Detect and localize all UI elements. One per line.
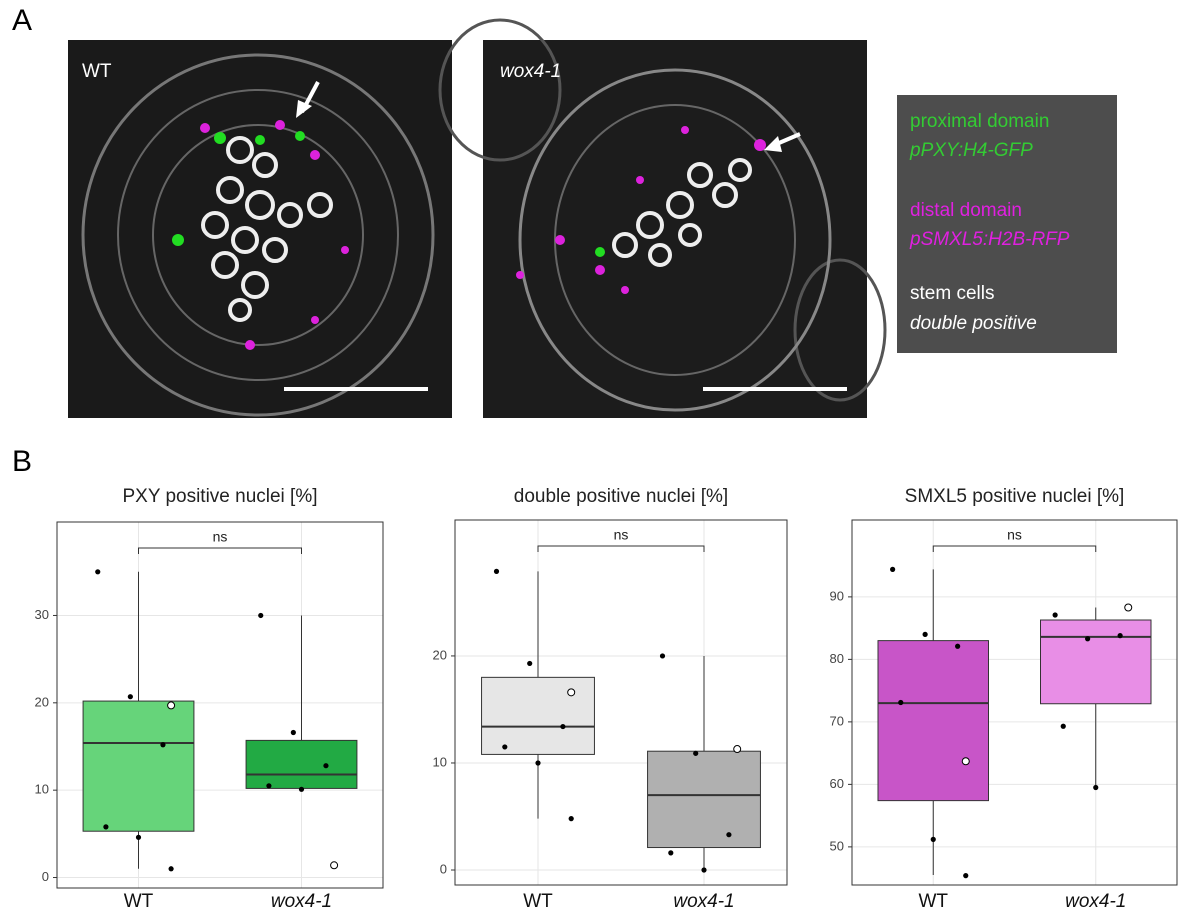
micrograph: WT <box>68 40 452 418</box>
data-point <box>502 744 507 749</box>
panel-label: B <box>12 445 32 478</box>
data-point <box>128 694 133 699</box>
data-point <box>898 700 903 705</box>
box <box>482 677 595 754</box>
box <box>1041 620 1152 704</box>
data-point <box>890 567 895 572</box>
data-point <box>535 760 540 765</box>
data-point <box>955 644 960 649</box>
x-tick-label: wox4-1 <box>1065 891 1126 912</box>
y-tick-label: 70 <box>830 713 844 728</box>
data-point <box>1093 785 1098 790</box>
chart-title: SMXL5 positive nuclei [%] <box>905 486 1125 507</box>
y-tick-label: 30 <box>35 607 49 622</box>
y-tick-label: 10 <box>433 754 447 769</box>
legend-text: stem cells <box>910 283 994 304</box>
open-point <box>168 702 175 709</box>
data-point <box>323 763 328 768</box>
data-point <box>1118 633 1123 638</box>
y-tick-label: 10 <box>35 782 49 797</box>
box <box>246 740 357 788</box>
legend-text: distal domain <box>910 200 1022 221</box>
open-point <box>568 689 575 696</box>
x-tick-label: wox4-1 <box>673 891 734 912</box>
x-tick-label: WT <box>523 891 553 912</box>
data-point <box>668 850 673 855</box>
legend-text: pPXY:H4-GFP <box>909 140 1033 161</box>
significance-bracket <box>139 548 302 554</box>
open-point <box>1125 604 1132 611</box>
data-point <box>169 866 174 871</box>
legend-text: proximal domain <box>910 111 1049 132</box>
box <box>878 641 989 801</box>
data-point <box>569 816 574 821</box>
data-point <box>160 742 165 747</box>
legend-text: double positive <box>910 313 1037 334</box>
box <box>648 751 761 847</box>
data-point <box>923 632 928 637</box>
open-point <box>962 758 969 765</box>
data-point <box>103 824 108 829</box>
chart-title: double positive nuclei [%] <box>514 486 728 507</box>
chart-title: PXY positive nuclei [%] <box>122 486 317 507</box>
x-tick-label: WT <box>918 891 948 912</box>
y-tick-label: 20 <box>35 694 49 709</box>
data-point <box>560 724 565 729</box>
data-point <box>258 613 263 618</box>
data-point <box>1061 724 1066 729</box>
data-point <box>136 835 141 840</box>
significance-label: ns <box>213 529 228 545</box>
significance-bracket <box>933 546 1096 552</box>
significance-label: ns <box>614 527 629 543</box>
open-point <box>331 862 338 869</box>
data-point <box>266 783 271 788</box>
y-tick-label: 20 <box>433 647 447 662</box>
x-tick-label: wox4-1 <box>271 891 332 912</box>
image-label: wox4-1 <box>500 61 561 82</box>
y-tick-label: 60 <box>830 776 844 791</box>
data-point <box>693 751 698 756</box>
micrograph: wox4-1 <box>440 20 885 418</box>
figure: A B WT wox4 <box>0 0 1181 915</box>
data-point <box>726 832 731 837</box>
data-point <box>1053 612 1058 617</box>
data-point <box>701 867 706 872</box>
data-point <box>1085 636 1090 641</box>
open-point <box>734 746 741 753</box>
data-point <box>963 873 968 878</box>
legend-text: pSMXL5:H2B-RFP <box>909 229 1070 250</box>
data-point <box>931 837 936 842</box>
y-tick-label: 50 <box>830 838 844 853</box>
data-point <box>95 569 100 574</box>
y-tick-label: 0 <box>42 869 49 884</box>
page: { "panel_labels": {"a": "A", "b": "B"}, … <box>0 0 1181 915</box>
box <box>83 701 194 831</box>
x-tick-label: WT <box>124 891 154 912</box>
data-point <box>291 730 296 735</box>
y-tick-label: 0 <box>440 861 447 876</box>
data-point <box>527 661 532 666</box>
significance-bracket <box>538 546 704 552</box>
y-tick-label: 90 <box>830 588 844 603</box>
data-point <box>494 569 499 574</box>
significance-label: ns <box>1007 527 1022 543</box>
y-tick-label: 80 <box>830 651 844 666</box>
panel-label: A <box>12 4 32 37</box>
image-label: WT <box>82 61 112 82</box>
data-point <box>660 653 665 658</box>
data-point <box>299 787 304 792</box>
